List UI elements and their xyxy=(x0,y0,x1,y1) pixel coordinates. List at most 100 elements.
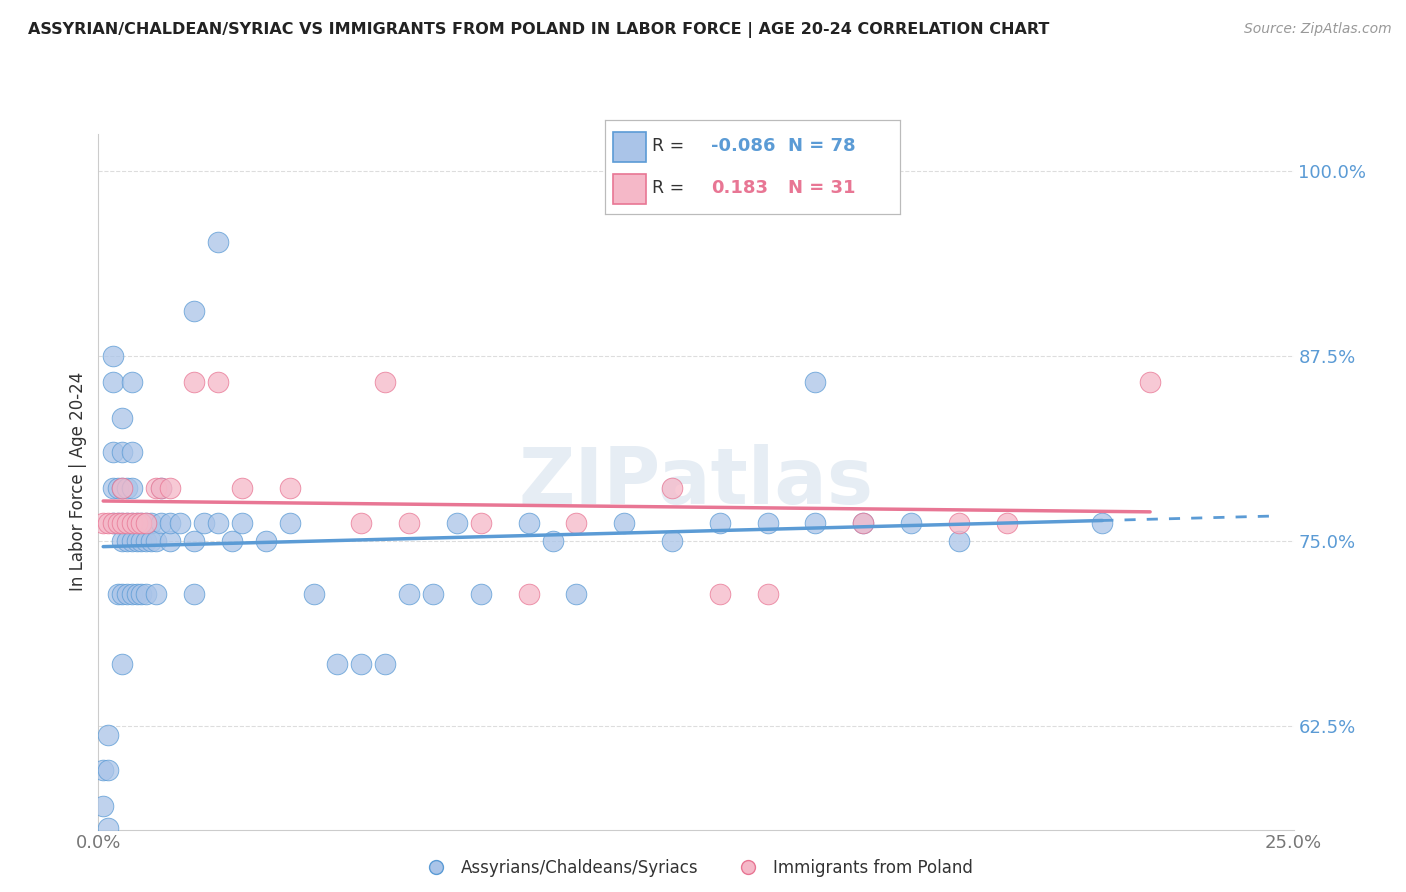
Point xyxy=(709,587,731,601)
Point xyxy=(121,481,143,495)
Point xyxy=(149,481,172,495)
Point xyxy=(101,516,124,530)
Point xyxy=(101,481,124,495)
Point xyxy=(159,481,181,495)
Point xyxy=(565,516,588,530)
Point xyxy=(139,533,162,548)
Point xyxy=(350,657,373,671)
Point xyxy=(107,481,129,495)
Point xyxy=(169,516,191,530)
Point xyxy=(121,516,143,530)
Point xyxy=(121,376,143,390)
Point xyxy=(374,657,396,671)
Point xyxy=(125,533,148,548)
Point xyxy=(231,516,253,530)
Point xyxy=(131,516,153,530)
Text: ZIPatlas: ZIPatlas xyxy=(519,443,873,520)
Point xyxy=(111,481,134,495)
Point xyxy=(101,445,124,459)
Point xyxy=(852,516,875,530)
Point xyxy=(115,533,138,548)
Point xyxy=(111,481,134,495)
Point xyxy=(207,516,229,530)
Point xyxy=(135,533,157,548)
Point xyxy=(121,587,143,601)
Point xyxy=(278,516,301,530)
Point xyxy=(422,587,444,601)
Point xyxy=(900,516,922,530)
Point xyxy=(131,533,153,548)
Point xyxy=(145,481,167,495)
Point xyxy=(111,445,134,459)
FancyBboxPatch shape xyxy=(613,132,645,161)
Point xyxy=(97,764,120,778)
Point xyxy=(995,516,1018,530)
Point xyxy=(231,481,253,495)
Point xyxy=(111,411,134,425)
Point xyxy=(139,516,162,530)
Point xyxy=(121,445,143,459)
Point xyxy=(207,235,229,249)
Point xyxy=(517,516,540,530)
Point xyxy=(374,376,396,390)
Text: 0.183: 0.183 xyxy=(711,179,768,197)
Point xyxy=(756,516,779,530)
Legend: Assyrians/Chaldeans/Syriacs, Immigrants from Poland: Assyrians/Chaldeans/Syriacs, Immigrants … xyxy=(412,853,980,884)
Point xyxy=(446,516,468,530)
Point xyxy=(121,516,143,530)
Point xyxy=(398,587,420,601)
Point xyxy=(135,516,157,530)
Point xyxy=(661,533,683,548)
Point xyxy=(804,376,827,390)
Point xyxy=(145,587,167,601)
Point xyxy=(131,516,153,530)
Point xyxy=(121,533,143,548)
Point xyxy=(565,587,588,601)
Point xyxy=(1139,376,1161,390)
Point xyxy=(852,516,875,530)
Text: ASSYRIAN/CHALDEAN/SYRIAC VS IMMIGRANTS FROM POLAND IN LABOR FORCE | AGE 20-24 CO: ASSYRIAN/CHALDEAN/SYRIAC VS IMMIGRANTS F… xyxy=(28,22,1049,38)
Point xyxy=(131,587,153,601)
Point xyxy=(101,516,124,530)
Point xyxy=(115,516,138,530)
Point xyxy=(948,516,970,530)
Point xyxy=(541,533,564,548)
Point xyxy=(107,516,129,530)
Text: Source: ZipAtlas.com: Source: ZipAtlas.com xyxy=(1244,22,1392,37)
Point xyxy=(97,728,120,742)
Point xyxy=(107,516,129,530)
Point xyxy=(159,516,181,530)
Point xyxy=(101,376,124,390)
Point xyxy=(135,516,157,530)
Point xyxy=(804,516,827,530)
Text: R =: R = xyxy=(652,179,685,197)
Point xyxy=(326,657,349,671)
Point xyxy=(221,533,243,548)
Point xyxy=(97,821,120,835)
Point xyxy=(613,516,636,530)
Point xyxy=(125,587,148,601)
FancyBboxPatch shape xyxy=(613,174,645,203)
Point xyxy=(709,516,731,530)
Point xyxy=(183,587,205,601)
Text: -0.086: -0.086 xyxy=(711,136,775,154)
Text: R =: R = xyxy=(652,136,685,154)
Point xyxy=(756,587,779,601)
Point xyxy=(193,516,215,530)
Point xyxy=(1091,516,1114,530)
Point xyxy=(101,349,124,363)
Point xyxy=(470,587,492,601)
Point xyxy=(183,304,205,318)
Point xyxy=(111,587,134,601)
Point xyxy=(183,376,205,390)
Point xyxy=(517,587,540,601)
Point xyxy=(278,481,301,495)
Point xyxy=(302,587,325,601)
Point xyxy=(661,481,683,495)
Point xyxy=(111,533,134,548)
Y-axis label: In Labor Force | Age 20-24: In Labor Force | Age 20-24 xyxy=(69,372,87,591)
Point xyxy=(159,533,181,548)
Point xyxy=(111,657,134,671)
Point xyxy=(135,587,157,601)
Point xyxy=(115,587,138,601)
